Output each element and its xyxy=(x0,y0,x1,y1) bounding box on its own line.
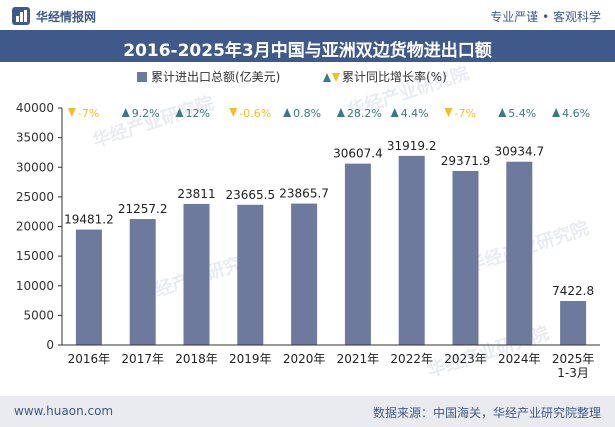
y-tick-label: 40000 xyxy=(16,101,54,115)
bar[interactable] xyxy=(506,161,533,345)
y-tick-label: 15000 xyxy=(16,249,54,263)
growth-up-triangle-icon xyxy=(552,108,561,117)
x-tick-label: 2025年 xyxy=(552,352,595,366)
y-tick-label: 0 xyxy=(46,338,54,352)
growth-up-triangle-icon xyxy=(283,108,292,117)
x-axis: 2016年 2017年 2018年 2019年 2020年 2021年 2022年 2023年… xyxy=(62,344,600,380)
growth-rate-label: -7% xyxy=(78,107,99,120)
slogan: 专业严谨 • 客观科学 xyxy=(490,10,601,24)
bar[interactable] xyxy=(75,229,102,345)
x-tick-label: 2021年 xyxy=(337,352,380,366)
growth-rate-row: -7% 9.2% 12% -0.6% 0.8% 28.2% 4.4% -7% 5.4% 4.6% xyxy=(67,107,590,120)
y-tick-label: 30000 xyxy=(16,160,54,174)
x-tick-label: 2022年 xyxy=(390,352,433,366)
growth-up-triangle-icon xyxy=(390,108,399,117)
growth-rate-label: 4.6% xyxy=(562,107,590,120)
legend-swatch-total xyxy=(137,72,147,82)
growth-rate-label: 4.4% xyxy=(401,107,429,120)
bar-value-label: 7422.8 xyxy=(552,284,594,298)
growth-rate-label: 9.2% xyxy=(132,107,160,120)
growth-rate-label: 0.8% xyxy=(293,107,321,120)
watermark-text: 华经产业研究院 xyxy=(90,92,217,152)
bars-group: 19481.2 21257.2 23811 23665.5 23865.7 30607.4… xyxy=(64,139,594,345)
growth-rate-label: -0.6% xyxy=(239,107,271,120)
chart-legend: 累计进出口总额(亿美元) 累计同比增长率(%) xyxy=(137,69,447,84)
y-axis: 0 5000 10000 15000 20000 25000 30000 35000 40000 xyxy=(16,101,63,352)
brand-name: 华经情报网 xyxy=(36,10,97,24)
x-tick-label: 2024年 xyxy=(498,352,541,366)
bar-value-label: 30934.7 xyxy=(494,145,544,159)
top-bar: 华经情报网 专业严谨 • 客观科学 xyxy=(0,0,615,30)
x-tick-label: 2019年 xyxy=(229,352,272,366)
bar[interactable] xyxy=(560,301,587,345)
y-tick-label: 25000 xyxy=(16,190,54,204)
bar-value-label: 23865.7 xyxy=(279,187,329,201)
bar-value-label: 21257.2 xyxy=(118,202,168,216)
x-tick-label: 2017年 xyxy=(121,352,164,366)
y-tick-label: 10000 xyxy=(16,279,54,293)
x-tick-label: 2023年 xyxy=(444,352,487,366)
y-tick-label: 35000 xyxy=(16,131,54,145)
legend-label-total: 累计进出口总额(亿美元) xyxy=(151,69,280,84)
legend-up-triangle-icon xyxy=(323,73,331,82)
bar-chart: 华经产业研究院华经产业研究院华经产业研究院华经产业研究院华经产业研究院 累计进出… xyxy=(16,62,600,382)
legend-label-growth: 累计同比增长率(%) xyxy=(342,69,447,84)
website-link[interactable]: www.huaon.com xyxy=(14,404,114,418)
brand-logo-icon xyxy=(12,7,30,25)
growth-down-triangle-icon xyxy=(444,108,453,117)
legend-down-triangle-icon xyxy=(332,73,340,82)
bar[interactable] xyxy=(183,203,210,345)
growth-up-triangle-icon xyxy=(175,108,184,117)
x-tick-label: 1-3月 xyxy=(557,366,589,380)
growth-down-triangle-icon xyxy=(229,108,238,117)
growth-rate-label: 5.4% xyxy=(508,107,536,120)
bar-value-label: 31919.2 xyxy=(387,139,437,153)
bar-value-label: 19481.2 xyxy=(64,213,114,227)
chart-title: 2016-2025年3月中国与亚洲双边货物进出口额 xyxy=(123,41,492,61)
x-tick-label: 2016年 xyxy=(68,352,111,366)
title-bar xyxy=(0,30,615,62)
growth-up-triangle-icon xyxy=(336,108,345,117)
bar-value-label: 30607.4 xyxy=(333,147,383,161)
bar[interactable] xyxy=(237,204,264,345)
bar[interactable] xyxy=(129,219,156,345)
y-tick-label: 5000 xyxy=(23,308,54,322)
growth-rate-label: -7% xyxy=(455,107,476,120)
bar[interactable] xyxy=(344,163,371,345)
growth-down-triangle-icon xyxy=(67,108,76,117)
bar-value-label: 23811 xyxy=(177,187,215,201)
x-tick-label: 2018年 xyxy=(175,352,218,366)
y-tick-label: 20000 xyxy=(16,220,54,234)
bar[interactable] xyxy=(398,155,425,345)
growth-up-triangle-icon xyxy=(121,108,130,117)
data-source: 数据来源：中国海关，华经产业研究院整理 xyxy=(372,406,601,420)
bar-value-label: 23665.5 xyxy=(225,188,275,202)
bar[interactable] xyxy=(291,203,318,345)
bar[interactable] xyxy=(452,170,479,345)
x-tick-label: 2020年 xyxy=(283,352,326,366)
bar-value-label: 29371.9 xyxy=(441,154,491,168)
growth-up-triangle-icon xyxy=(498,108,507,117)
footer-bar xyxy=(0,396,615,427)
growth-rate-label: 12% xyxy=(186,107,210,120)
growth-rate-label: 28.2% xyxy=(347,107,382,120)
